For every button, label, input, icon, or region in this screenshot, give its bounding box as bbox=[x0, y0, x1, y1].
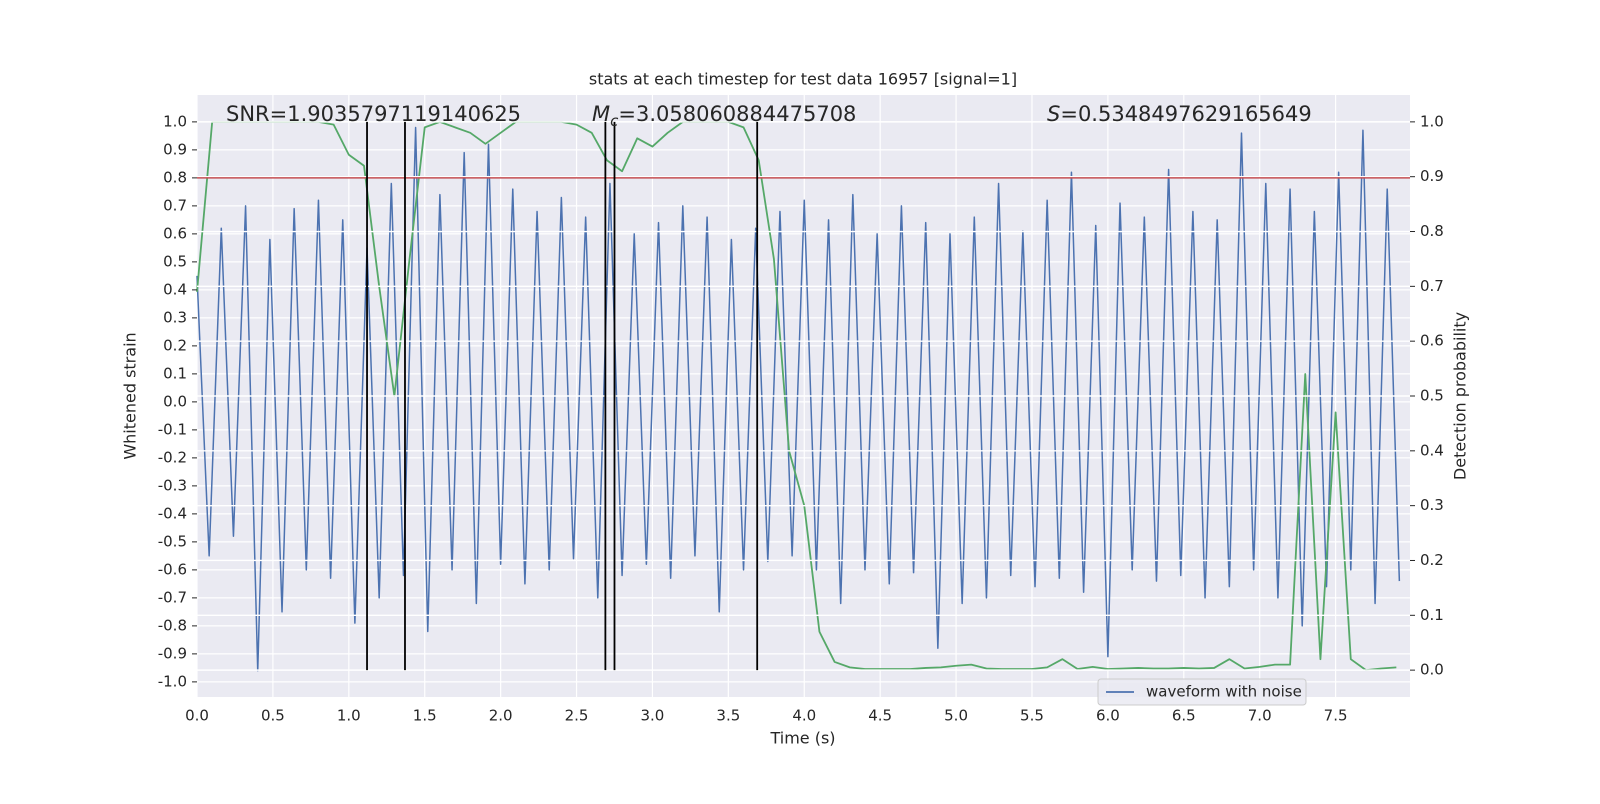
x-tick-label: 2.5 bbox=[565, 707, 589, 725]
y2-tick-label: 1.0 bbox=[1420, 112, 1444, 130]
reference-lines bbox=[197, 121, 1410, 671]
legend-label: waveform with noise bbox=[1146, 683, 1302, 701]
x-tick-label: 3.5 bbox=[716, 707, 740, 725]
y-tick-label: 0.5 bbox=[163, 252, 187, 270]
x-tick-label: 7.5 bbox=[1324, 707, 1348, 725]
x-tick-label: 1.0 bbox=[337, 707, 361, 725]
y2-tick-label: 0.0 bbox=[1420, 661, 1444, 679]
data bbox=[196, 120, 1401, 672]
y2-tick-label: 0.2 bbox=[1420, 551, 1444, 569]
y-tick-label: 1.0 bbox=[163, 112, 187, 130]
x-tick-label: 2.0 bbox=[489, 707, 513, 725]
y-tick-label: 0.7 bbox=[163, 196, 187, 214]
y-tick-label: -0.5 bbox=[158, 532, 187, 550]
annotation-subscript: c bbox=[610, 112, 619, 130]
y-tick-label: 0.1 bbox=[163, 364, 187, 382]
y-tick-label: -0.6 bbox=[158, 560, 187, 578]
x-tick-label: 6.0 bbox=[1096, 707, 1120, 725]
chart-title: stats at each timestep for test data 169… bbox=[589, 70, 1017, 89]
y-tick-label: -0.1 bbox=[158, 420, 187, 438]
y-tick-label: 0.2 bbox=[163, 336, 187, 354]
x-tick-label: 4.5 bbox=[868, 707, 892, 725]
y2-tick-label: 0.3 bbox=[1420, 496, 1444, 514]
y-tick-label: -0.4 bbox=[158, 504, 187, 522]
y2-axis-label: Detection probability bbox=[1451, 312, 1470, 480]
annotation: S=0.5348497629165649 bbox=[1047, 102, 1312, 126]
x-tick-label: 3.0 bbox=[641, 707, 665, 725]
y2-tick-label: 0.8 bbox=[1420, 222, 1444, 240]
x-tick-label: 0.5 bbox=[261, 707, 285, 725]
legend-box bbox=[1097, 678, 1307, 706]
annotation-symbol: S bbox=[1047, 102, 1060, 126]
y-tick-label: -0.8 bbox=[158, 616, 187, 634]
y-tick-label: -0.7 bbox=[158, 588, 187, 606]
y2-tick-label: 0.6 bbox=[1420, 332, 1444, 350]
x-tick-label: 7.0 bbox=[1248, 707, 1272, 725]
y-axis-label: Whitened strain bbox=[121, 332, 140, 459]
annotation-text: =3.058060884475708 bbox=[618, 102, 856, 126]
annotation-text: =0.5348497629165649 bbox=[1060, 102, 1311, 126]
y2-tick-label: 0.1 bbox=[1420, 606, 1444, 624]
legend: waveform with noise bbox=[1097, 678, 1307, 706]
x-tick-label: 6.5 bbox=[1172, 707, 1196, 725]
y2-tick-label: 0.9 bbox=[1420, 167, 1444, 185]
y-tick-label: -0.9 bbox=[158, 644, 187, 662]
x-axis-label: Time (s) bbox=[769, 729, 835, 748]
x-tick-label: 0.0 bbox=[185, 707, 209, 725]
y2-tick-label: 0.4 bbox=[1420, 441, 1444, 459]
annotation: SNR=1.9035797119140625 bbox=[226, 102, 521, 126]
x-tick-label: 5.0 bbox=[944, 707, 968, 725]
x-tick-label: 4.0 bbox=[792, 707, 816, 725]
y-tick-label: 0.6 bbox=[163, 224, 187, 242]
x-tick-label: 1.5 bbox=[413, 707, 437, 725]
x-tick-label: 5.5 bbox=[1020, 707, 1044, 725]
series-line bbox=[196, 126, 1401, 672]
annotation: Mc=3.058060884475708 bbox=[592, 102, 856, 130]
y-tick-label: -0.3 bbox=[158, 476, 187, 494]
y-tick-label: -0.2 bbox=[158, 448, 187, 466]
y-tick-label: 0.8 bbox=[163, 168, 187, 186]
y-tick-label: 0.3 bbox=[163, 308, 187, 326]
series-line bbox=[196, 120, 1397, 672]
y2-tick-label: 0.5 bbox=[1420, 387, 1444, 405]
grid-secondary bbox=[197, 121, 1410, 671]
labels: 0.0 0.5 1.0 1.5 2.0 2.5 3.0 3.5 4.0 4.5 5.0 5.5 6.0 6… bbox=[158, 112, 1444, 724]
y-tick-label: 0.4 bbox=[163, 280, 187, 298]
y2-tick-label: 0.7 bbox=[1420, 277, 1444, 295]
y-tick-label: -1.0 bbox=[158, 672, 187, 690]
y-tick-label: 0.0 bbox=[163, 392, 187, 410]
annotation-symbol: M bbox=[592, 102, 610, 126]
y-tick-label: 0.9 bbox=[163, 140, 187, 158]
